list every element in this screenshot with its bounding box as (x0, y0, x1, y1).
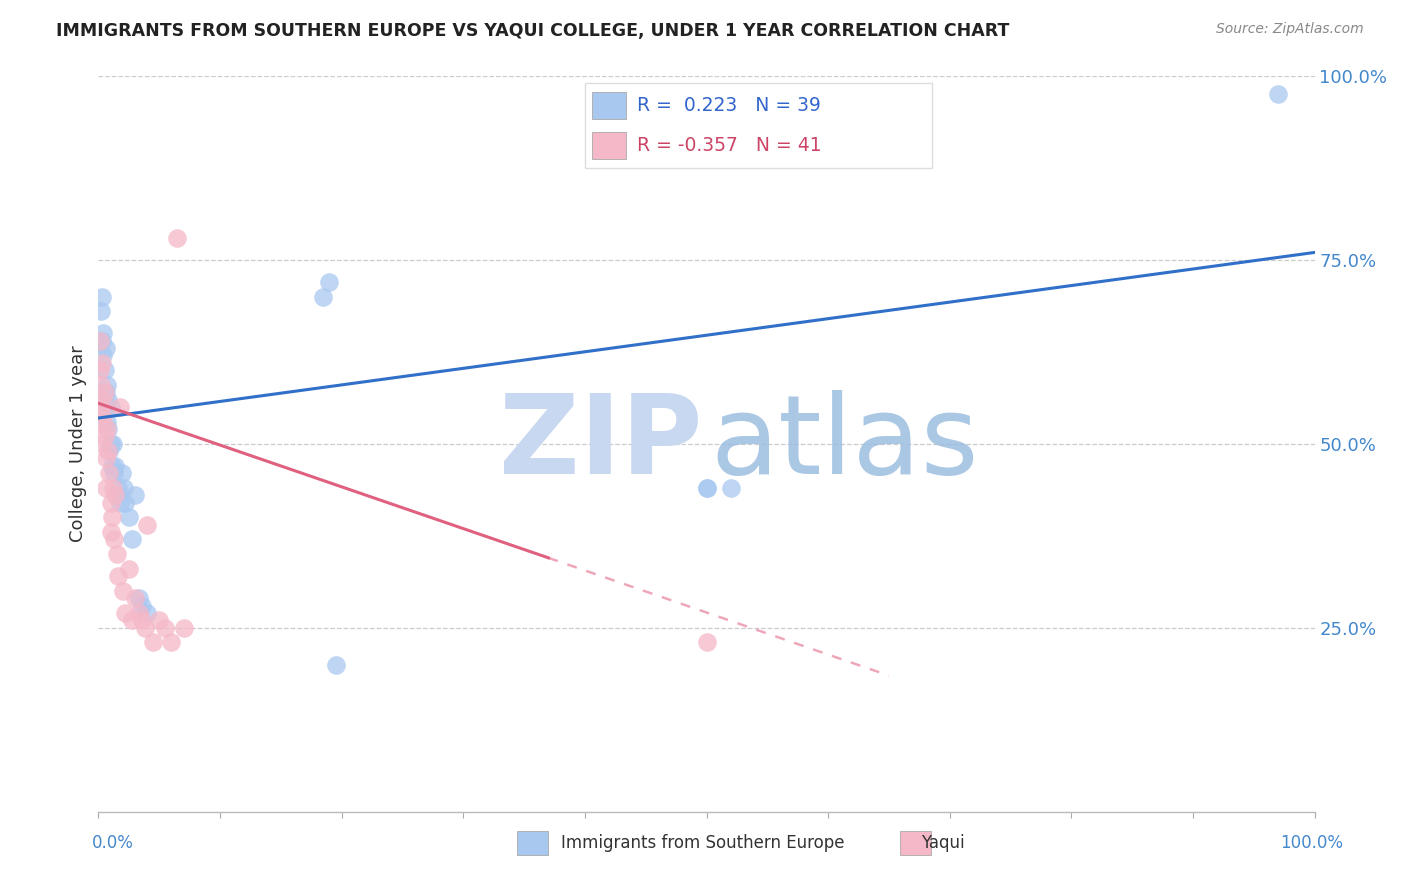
Point (93, 429, 115, 443)
Point (112, 481, 135, 495)
Point (325, 657, 347, 672)
Point (94, 451, 117, 466)
Point (121, 533, 143, 547)
Point (118, 510, 141, 524)
Text: 0.0%: 0.0% (91, 834, 134, 852)
Text: atlas: atlas (710, 391, 979, 497)
Point (101, 436, 124, 450)
Point (97, 392, 120, 407)
Point (136, 606, 159, 620)
Point (100, 400, 122, 414)
Point (114, 496, 136, 510)
Point (101, 510, 124, 524)
Point (131, 614, 153, 628)
Point (104, 458, 127, 473)
Point (173, 621, 195, 635)
Point (91, 326, 114, 341)
Point (91, 356, 114, 370)
Point (89, 363, 111, 377)
Point (121, 614, 143, 628)
Point (93, 385, 115, 400)
Point (105, 547, 128, 561)
Point (134, 621, 156, 635)
Point (94, 341, 117, 355)
Point (96, 415, 118, 429)
Point (97, 444, 120, 458)
Point (90, 378, 112, 392)
Point (91, 334, 114, 348)
Text: Source: ZipAtlas.com: Source: ZipAtlas.com (1216, 22, 1364, 37)
Point (94, 385, 117, 400)
Point (111, 584, 134, 599)
Point (128, 606, 150, 620)
Point (155, 621, 177, 635)
Point (91, 415, 114, 429)
Point (91, 348, 114, 362)
Point (89, 334, 111, 348)
Point (100, 496, 122, 510)
Point (318, 275, 340, 289)
Text: 100.0%: 100.0% (1279, 834, 1343, 852)
Point (110, 400, 132, 414)
Y-axis label: College, Under 1 year: College, Under 1 year (69, 345, 87, 542)
Point (98, 466, 121, 480)
Point (118, 562, 141, 576)
Point (696, 481, 718, 495)
Point (166, 230, 188, 244)
Point (131, 599, 153, 613)
Point (90, 400, 112, 414)
Point (96, 378, 118, 392)
Point (97, 422, 120, 436)
Point (100, 524, 122, 539)
Point (100, 436, 122, 450)
Point (91, 407, 114, 421)
Point (720, 481, 742, 495)
Point (696, 481, 718, 495)
Point (124, 488, 146, 502)
Point (107, 569, 129, 583)
Point (96, 422, 118, 436)
Point (110, 466, 132, 480)
Point (103, 466, 125, 480)
Point (107, 481, 129, 495)
Point (101, 458, 124, 473)
Point (90, 304, 112, 318)
Point (1267, 87, 1289, 102)
Text: ZIP: ZIP (499, 391, 703, 497)
Point (696, 635, 718, 649)
Point (104, 488, 127, 502)
Point (98, 444, 121, 458)
Point (148, 614, 170, 628)
Text: Yaqui: Yaqui (921, 834, 965, 852)
Point (103, 533, 125, 547)
Point (101, 481, 124, 495)
Point (136, 517, 159, 532)
Point (160, 635, 183, 649)
Point (91, 436, 114, 450)
Point (114, 606, 136, 620)
Point (110, 496, 132, 510)
Point (142, 635, 165, 649)
Point (93, 400, 115, 414)
Point (91, 392, 114, 407)
Point (312, 289, 335, 303)
Point (128, 591, 150, 606)
Point (93, 363, 115, 377)
Text: IMMIGRANTS FROM SOUTHERN EUROPE VS YAQUI COLLEGE, UNDER 1 YEAR CORRELATION CHART: IMMIGRANTS FROM SOUTHERN EUROPE VS YAQUI… (56, 22, 1010, 40)
Text: Immigrants from Southern Europe: Immigrants from Southern Europe (561, 834, 845, 852)
Point (105, 488, 128, 502)
Point (91, 289, 114, 303)
Point (124, 591, 146, 606)
Point (94, 481, 117, 495)
